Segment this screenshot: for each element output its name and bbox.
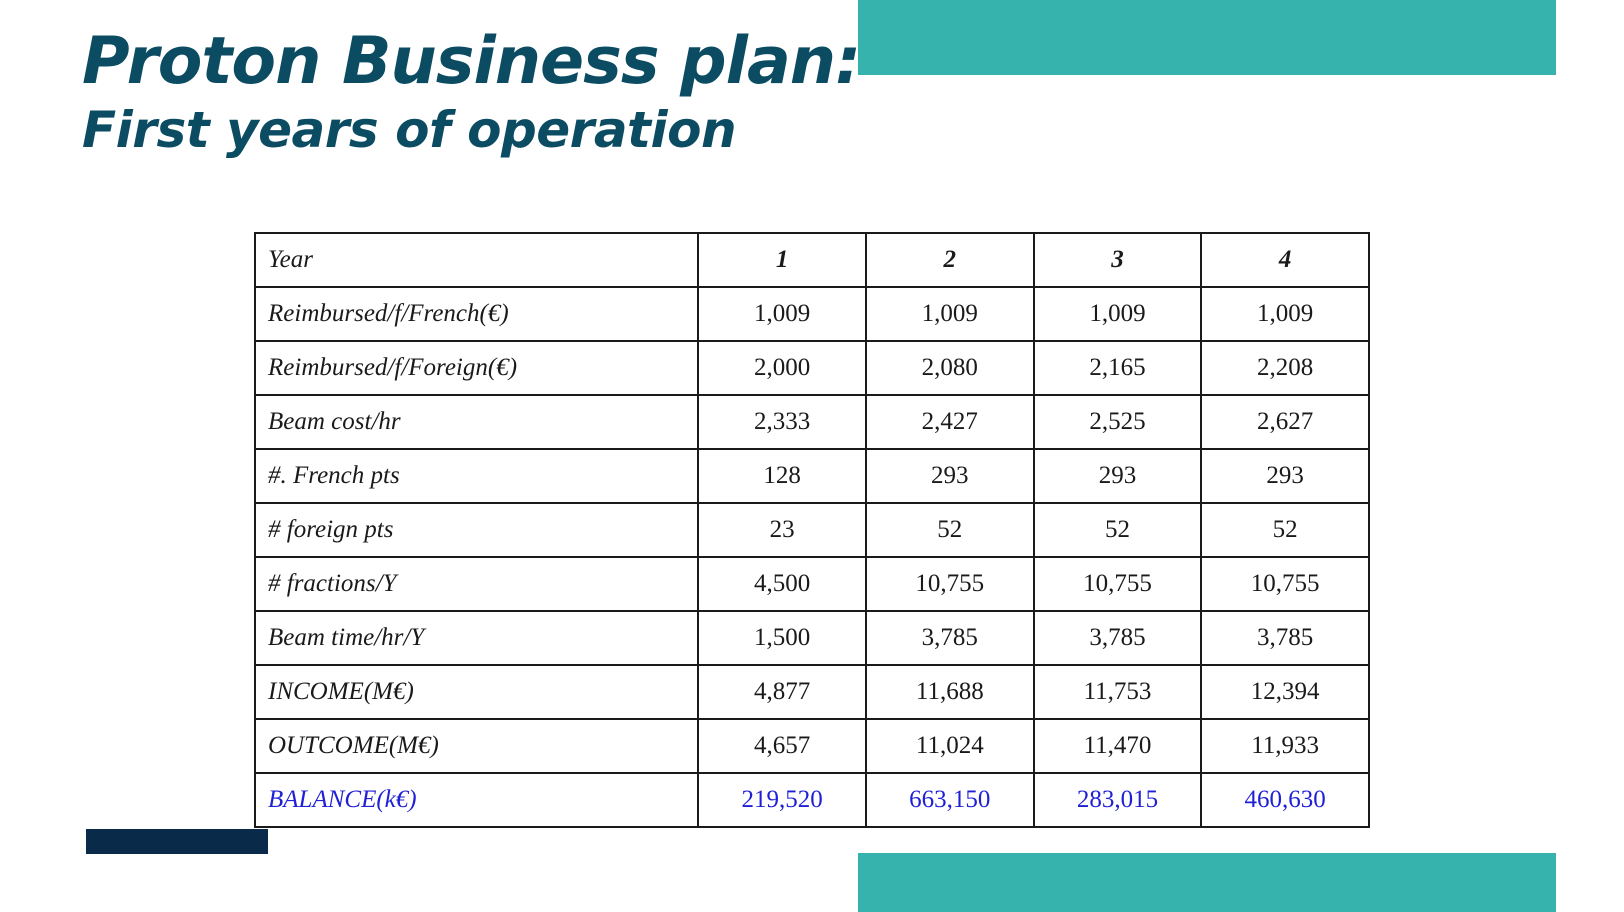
table-cell: 2,427 <box>864 394 1035 450</box>
row-label: INCOME(M€) <box>253 664 700 720</box>
row-label: Beam cost/hr <box>253 394 700 450</box>
table-row: OUTCOME(M€) 4,657 11,024 11,470 11,933 <box>253 718 1370 774</box>
table-cell-balance: 460,630 <box>1200 772 1370 828</box>
row-label: # fractions/Y <box>253 556 700 612</box>
row-label: Beam time/hr/Y <box>253 610 700 666</box>
table-header-row: Year 1 2 3 4 <box>253 232 1370 288</box>
table-row: Beam cost/hr 2,333 2,427 2,525 2,627 <box>253 394 1370 450</box>
row-label-balance: BALANCE(k€) <box>253 772 700 828</box>
table-cell: 10,755 <box>864 556 1035 612</box>
table-cell: 11,753 <box>1032 664 1203 720</box>
table-cell: 4,500 <box>697 556 867 612</box>
header-cell-year-1: 1 <box>697 232 867 288</box>
page-title: Proton Business plan: <box>82 24 861 99</box>
header-cell-year-4: 4 <box>1200 232 1370 288</box>
table-row: Reimbursed/f/Foreign(€) 2,000 2,080 2,16… <box>253 340 1370 396</box>
table-cell: 293 <box>1032 448 1203 504</box>
table-cell: 2,525 <box>1032 394 1203 450</box>
table-cell: 1,500 <box>697 610 867 666</box>
table-row: # foreign pts 23 52 52 52 <box>253 502 1370 558</box>
table-cell: 2,333 <box>697 394 867 450</box>
table-cell: 1,009 <box>697 286 867 342</box>
table-cell: 1,009 <box>1200 286 1370 342</box>
table-cell: 1,009 <box>1032 286 1203 342</box>
table-cell: 1,009 <box>864 286 1035 342</box>
header-cell-year-3: 3 <box>1032 232 1203 288</box>
table-cell: 11,024 <box>864 718 1035 774</box>
table-cell: 293 <box>864 448 1035 504</box>
table-cell: 11,470 <box>1032 718 1203 774</box>
table-cell: 10,755 <box>1032 556 1203 612</box>
table-cell-balance: 663,150 <box>864 772 1035 828</box>
row-label: OUTCOME(M€) <box>253 718 700 774</box>
table-cell: 12,394 <box>1200 664 1370 720</box>
table-cell: 2,000 <box>697 340 867 396</box>
table-cell: 128 <box>697 448 867 504</box>
teal-accent-bar-bottom <box>858 853 1556 912</box>
row-label: #. French pts <box>253 448 700 504</box>
table-cell: 4,877 <box>697 664 867 720</box>
table-cell-balance: 283,015 <box>1032 772 1203 828</box>
table-cell: 11,688 <box>864 664 1035 720</box>
navy-accent-bar <box>86 829 268 854</box>
page-subtitle: First years of operation <box>82 101 737 159</box>
table-cell: 2,627 <box>1200 394 1370 450</box>
table-row: Reimbursed/f/French(€) 1,009 1,009 1,009… <box>253 286 1370 342</box>
table-cell: 52 <box>1200 502 1370 558</box>
table-row: INCOME(M€) 4,877 11,688 11,753 12,394 <box>253 664 1370 720</box>
table-cell: 3,785 <box>1200 610 1370 666</box>
table-cell: 10,755 <box>1200 556 1370 612</box>
table-cell: 11,933 <box>1200 718 1370 774</box>
table-row-balance: BALANCE(k€) 219,520 663,150 283,015 460,… <box>253 772 1370 828</box>
table-cell: 293 <box>1200 448 1370 504</box>
table-cell: 4,657 <box>697 718 867 774</box>
table-cell: 52 <box>1032 502 1203 558</box>
table-cell: 2,208 <box>1200 340 1370 396</box>
header-cell-year-2: 2 <box>864 232 1035 288</box>
table-cell: 3,785 <box>1032 610 1203 666</box>
row-label: Reimbursed/f/Foreign(€) <box>253 340 700 396</box>
table-cell: 2,080 <box>864 340 1035 396</box>
table-row: Beam time/hr/Y 1,500 3,785 3,785 3,785 <box>253 610 1370 666</box>
table-cell: 2,165 <box>1032 340 1203 396</box>
row-label: # foreign pts <box>253 502 700 558</box>
header-cell-year: Year <box>253 232 700 288</box>
teal-accent-bar-top <box>858 0 1556 75</box>
table-cell: 52 <box>864 502 1035 558</box>
table-cell: 23 <box>697 502 867 558</box>
business-plan-table: Year 1 2 3 4 Reimbursed/f/French(€) 1,00… <box>253 232 1370 828</box>
table-row: # fractions/Y 4,500 10,755 10,755 10,755 <box>253 556 1370 612</box>
table-cell: 3,785 <box>864 610 1035 666</box>
table-cell-balance: 219,520 <box>697 772 867 828</box>
row-label: Reimbursed/f/French(€) <box>253 286 700 342</box>
table-row: #. French pts 128 293 293 293 <box>253 448 1370 504</box>
